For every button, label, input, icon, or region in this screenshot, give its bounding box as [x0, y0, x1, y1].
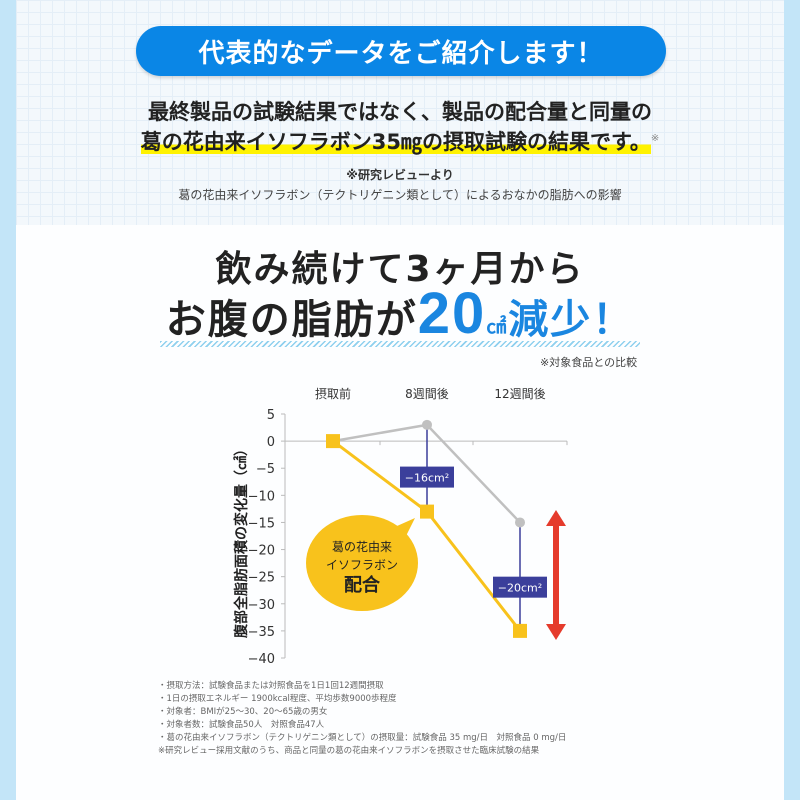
y-tick-label: −15 [248, 516, 275, 531]
comparison-note: ※対象食品との比較 [540, 356, 638, 369]
headline-emphasis: 減少！ [508, 297, 635, 343]
x-category-label: 8週間後 [405, 387, 449, 401]
note-line: ・対象者：BMIが25〜30、20〜65歳の男女 [158, 707, 328, 717]
x-category-label: 12週間後 [494, 387, 545, 401]
lead-line-2: 葛の花由来イソフラボン35㎎の摂取試験の結果です。※ [0, 126, 800, 156]
bubble-text: 葛の花由来 [332, 539, 392, 554]
section-banner: 代表的なデータをご紹介します！ [136, 26, 666, 76]
y-tick-label: −20 [248, 544, 275, 559]
series-point [326, 434, 340, 449]
y-axis-label: 腹部全脂肪面積の変化量（㎠） [233, 442, 250, 638]
hatched-divider [160, 341, 640, 347]
note-line: ・1日の摂取エネルギー 1900kcal程度、平均歩数9000歩程度 [158, 694, 397, 704]
y-tick-label: 0 [267, 435, 275, 450]
source-subtitle: 葛の花由来イソフラボン（テクトリゲニン類として）によるおなかの脂肪への影響 [178, 188, 622, 202]
highlighted-text: 葛の花由来イソフラボン35㎎の摂取試験の結果です。 [140, 130, 651, 154]
series-point [515, 517, 525, 528]
headline-unit: ㎠ [486, 314, 509, 338]
y-tick-label: −10 [248, 489, 275, 504]
bubble-text: イソフラボン [326, 558, 398, 572]
difference-badge [493, 576, 547, 598]
note-line: ・対象者数：試験食品50人 対照食品47人 [158, 720, 325, 730]
x-category-label: 摂取前 [315, 386, 351, 401]
study-notes: ・摂取方法：試験食品または対照食品を1日1回12週間摂取・1日の摂取エネルギー … [158, 680, 566, 758]
arrow-head-up [546, 510, 566, 526]
series-point [513, 623, 527, 638]
headline-text: お腹の脂肪が [165, 297, 418, 343]
headline-line-2: お腹の脂肪が20㎠減少！ [0, 280, 800, 347]
footnote-mark: ※ [650, 133, 660, 144]
bubble-text: 配合 [344, 574, 381, 596]
y-tick-label: −35 [248, 625, 275, 640]
y-tick-label: −40 [248, 652, 275, 667]
source-title: ※研究レビューより [346, 168, 454, 182]
arrow-head-down [546, 624, 566, 640]
series-point [422, 419, 432, 430]
note-line: ・葛の花由来イソフラボン（テクトリゲニン類として）の摂取量：試験食品 35 mg… [158, 733, 567, 743]
difference-label: −16cm² [405, 472, 449, 485]
y-tick-label: 5 [267, 408, 275, 423]
y-tick-label: −30 [248, 598, 275, 613]
y-tick-label: −25 [248, 571, 275, 586]
headline-line-1: 飲み続けて3ヶ月から [215, 249, 585, 290]
difference-badge [400, 466, 454, 488]
arrow-shaft [553, 524, 559, 626]
headline-number: 20 [417, 281, 487, 346]
y-tick-label: −5 [256, 462, 275, 477]
note-line: ※研究レビュー採用文献のうち、商品と同量の葛の花由来イソフラボンを摂取させた臨床… [158, 746, 540, 756]
difference-label: −20cm² [498, 582, 542, 595]
speech-bubble [306, 515, 418, 611]
note-line: ・摂取方法：試験食品または対照食品を1日1回12週間摂取 [158, 681, 384, 691]
lead-line-1: 最終製品の試験結果ではなく、製品の配合量と同量の [148, 100, 652, 124]
series-point [420, 504, 434, 519]
